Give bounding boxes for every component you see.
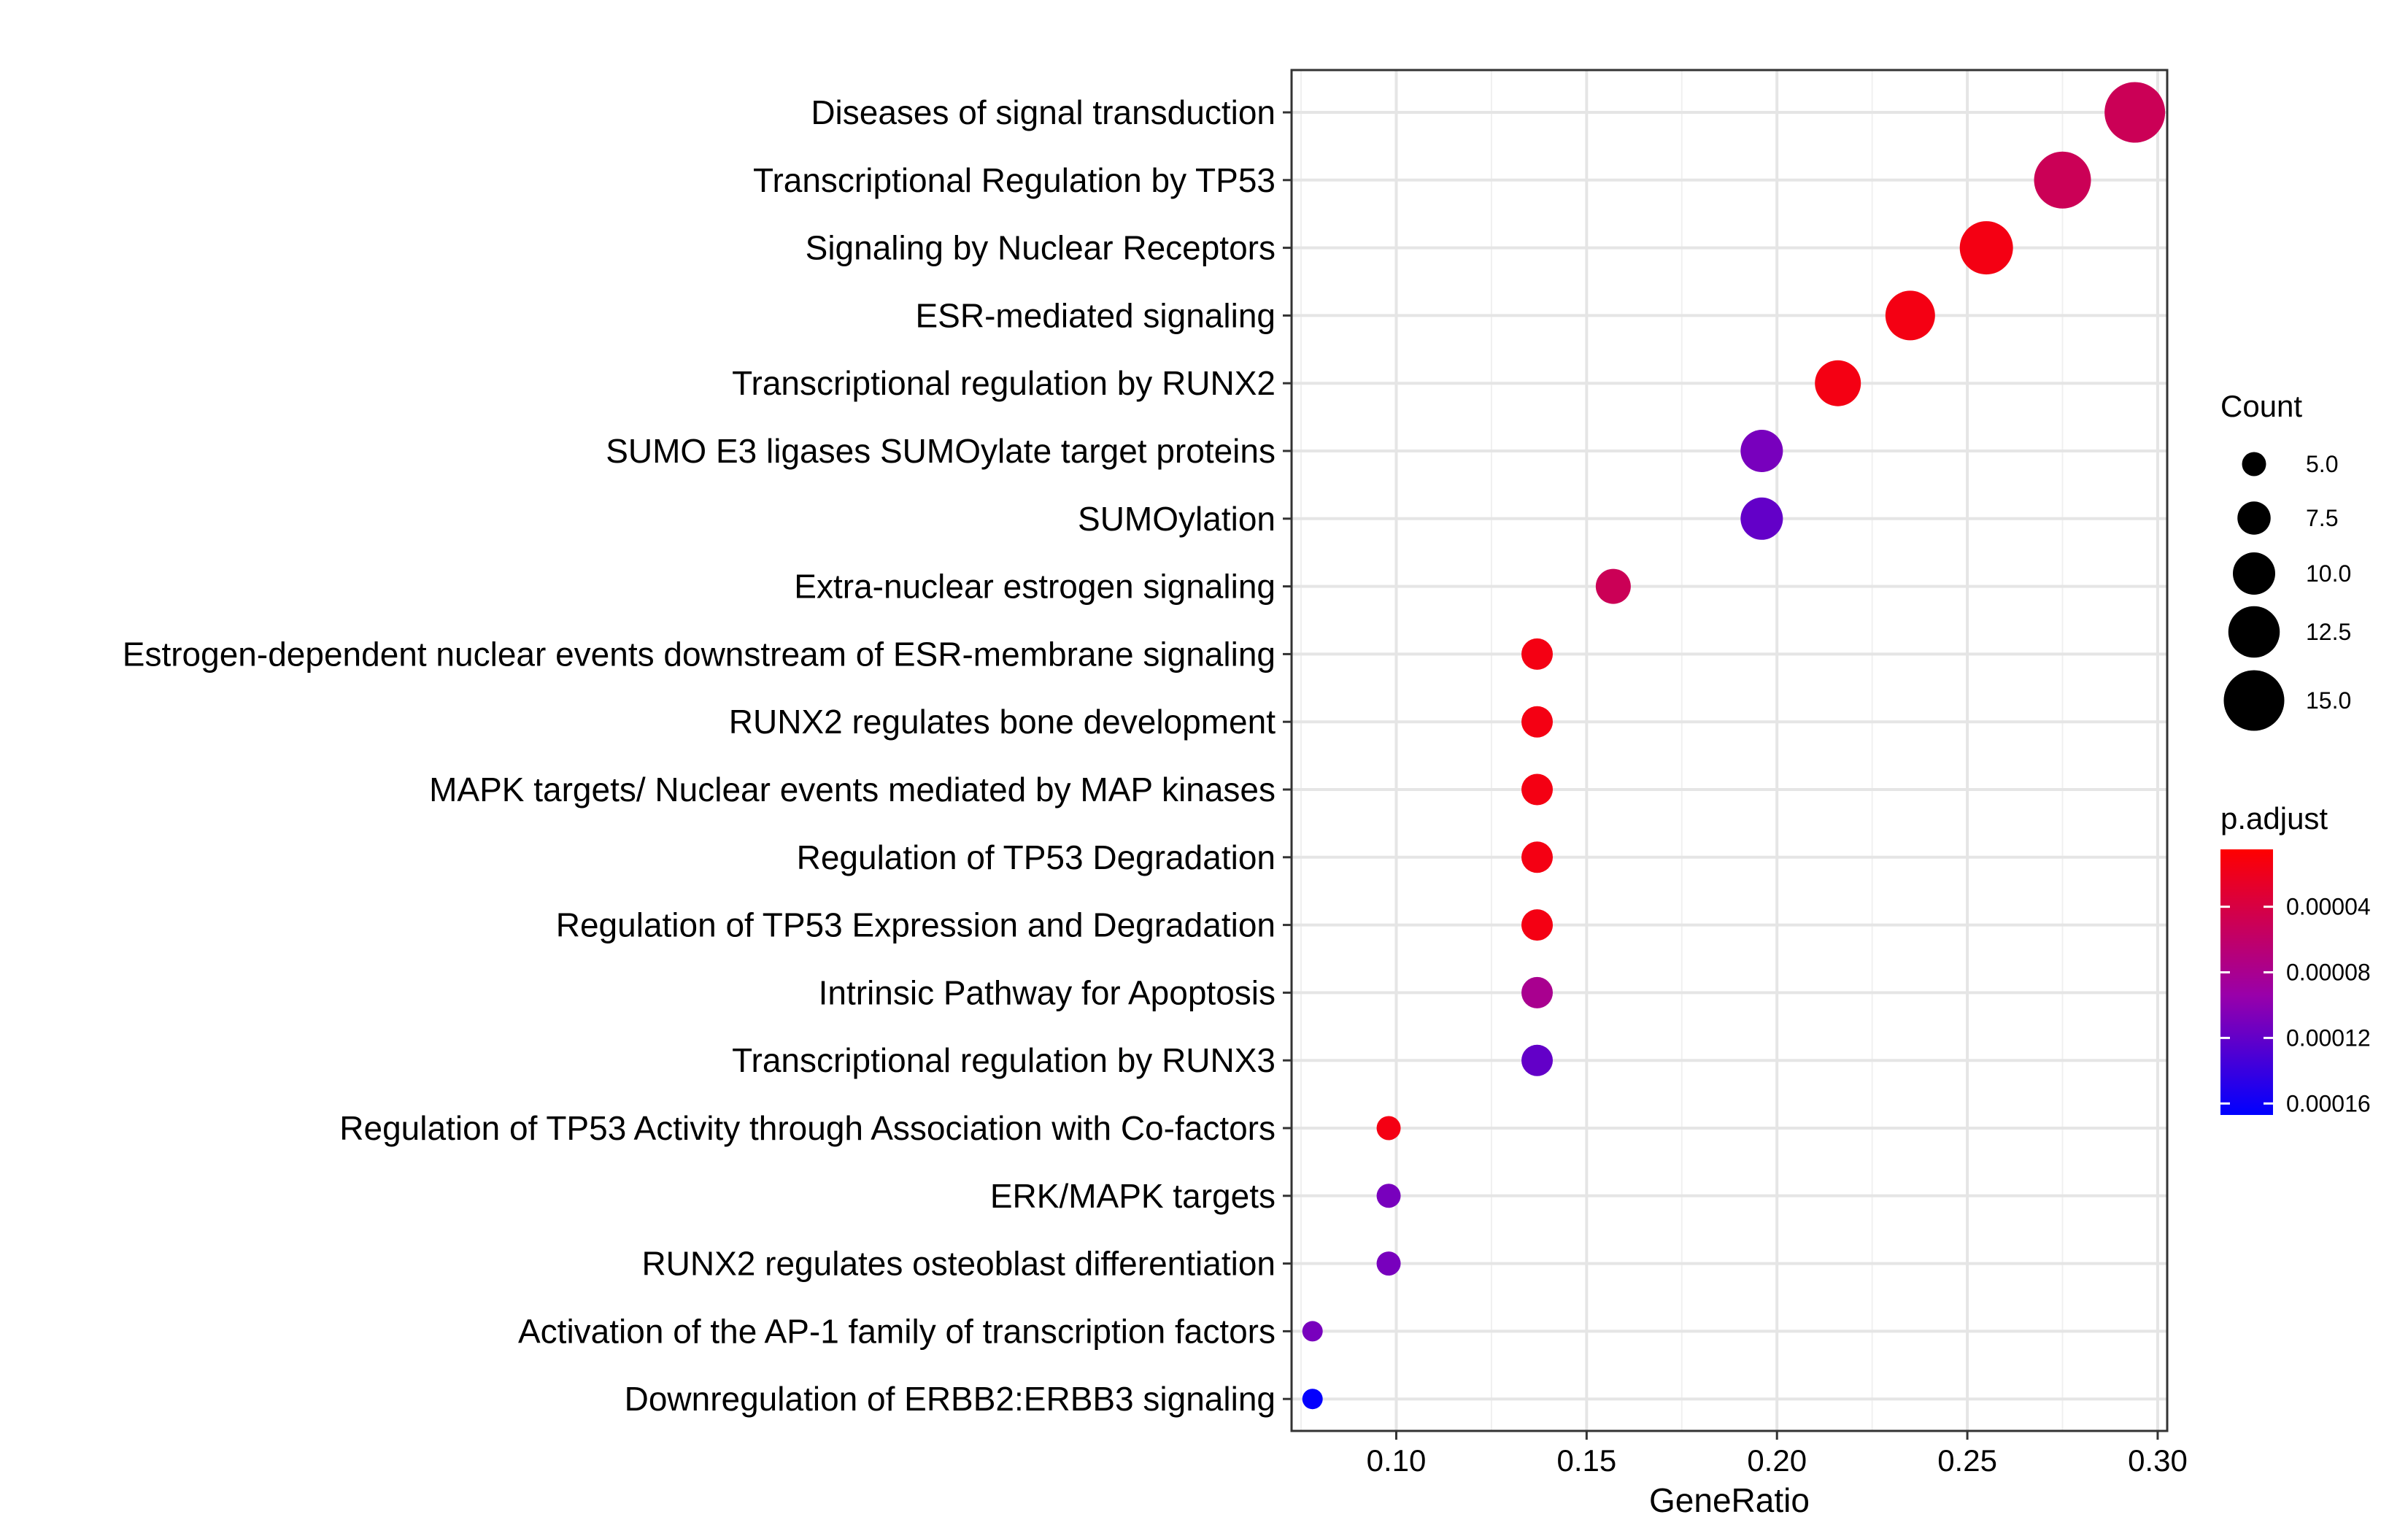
count-legend-label: 10.0 [2306, 560, 2351, 587]
x-tick-label: 0.15 [1556, 1443, 1616, 1478]
count-legend-label: 12.5 [2306, 619, 2351, 645]
p-adjust-colorbar [2220, 849, 2273, 1115]
data-point [1521, 638, 1554, 670]
p-adjust-legend-label: 0.00012 [2286, 1024, 2371, 1051]
x-tick-label: 0.30 [2128, 1443, 2188, 1478]
data-point [1959, 221, 2013, 275]
y-tick-label: Activation of the AP-1 family of transcr… [518, 1312, 1276, 1350]
count-legend-label: 7.5 [2306, 505, 2338, 531]
y-tick-label: RUNX2 regulates osteoblast differentiati… [641, 1245, 1276, 1283]
y-tick-label: Diseases of signal transduction [811, 93, 1276, 131]
data-point [1521, 841, 1554, 873]
y-tick-label: Transcriptional regulation by RUNX2 [732, 364, 1276, 402]
data-point [1815, 360, 1861, 406]
count-legend-key [2223, 670, 2285, 731]
y-tick-label: ERK/MAPK targets [990, 1177, 1276, 1215]
count-legend-label: 5.0 [2306, 451, 2338, 477]
x-axis: 0.10 0.15 0.20 0.25 0.30 [1367, 1431, 2188, 1478]
y-tick-label: Intrinsic Pathway for Apoptosis [819, 973, 1276, 1011]
data-point [1521, 976, 1554, 1008]
data-point [1302, 1389, 1323, 1410]
data-point [1595, 568, 1631, 604]
panel-border [1290, 69, 2169, 1432]
count-legend: Count 5.0 7.5 10.0 12.5 15.0 [2220, 389, 2351, 731]
x-tick-label: 0.25 [1937, 1443, 1997, 1478]
y-tick-label: MAPK targets/ Nuclear events mediated by… [429, 771, 1276, 808]
y-tick-label: Regulation of TP53 Expression and Degrad… [556, 906, 1276, 944]
y-tick-label: Regulation of TP53 Degradation [797, 838, 1276, 876]
count-legend-key [2237, 501, 2271, 535]
p-adjust-legend: p.adjust 0.00004 0.00008 0.00012 0.00016 [2220, 801, 2371, 1116]
y-tick-label: Downregulation of ERBB2:ERBB3 signaling [625, 1380, 1276, 1418]
count-legend-key [2233, 552, 2275, 595]
data-point [1521, 706, 1554, 738]
data-point [1521, 909, 1554, 941]
y-axis-labels: Diseases of signal transduction Transcrip… [123, 93, 1292, 1418]
count-legend-title: Count [2220, 389, 2302, 423]
y-tick-label: Regulation of TP53 Activity through Asso… [339, 1109, 1276, 1147]
p-adjust-legend-label: 0.00004 [2286, 894, 2371, 920]
data-point [1885, 290, 1935, 341]
data-point [1302, 1321, 1323, 1342]
data-point [1521, 1044, 1554, 1076]
y-tick-label: Transcriptional Regulation by TP53 [753, 161, 1276, 199]
p-adjust-legend-label: 0.00016 [2286, 1090, 2371, 1116]
count-legend-label: 15.0 [2306, 687, 2351, 714]
y-tick-label: ESR-mediated signaling [916, 296, 1276, 334]
y-tick-label: SUMO E3 ligases SUMOylate target protein… [606, 432, 1276, 470]
data-point [1521, 773, 1554, 806]
x-tick-label: 0.10 [1367, 1443, 1427, 1478]
x-tick-label: 0.20 [1747, 1443, 1807, 1478]
data-point [1740, 430, 1783, 472]
data-point [1740, 497, 1783, 540]
data-point [1376, 1251, 1401, 1276]
p-adjust-legend-label: 0.00008 [2286, 960, 2371, 986]
y-tick-label: Estrogen-dependent nuclear events downst… [123, 635, 1276, 673]
count-legend-key [2228, 606, 2280, 658]
data-points [1302, 82, 2166, 1410]
y-tick-label: SUMOylation [1078, 500, 1276, 538]
grid [1292, 70, 2167, 1431]
y-tick-label: Signaling by Nuclear Receptors [806, 229, 1276, 267]
data-point [2104, 82, 2166, 143]
y-tick-label: RUNX2 regulates bone development [729, 703, 1276, 741]
data-point [1376, 1116, 1401, 1141]
y-tick-label: Transcriptional regulation by RUNX3 [732, 1041, 1276, 1079]
data-point [2034, 151, 2091, 209]
x-axis-title: GeneRatio [1649, 1481, 1810, 1519]
data-point [1376, 1184, 1401, 1208]
count-legend-key [2242, 452, 2266, 476]
y-tick-label: Extra-nuclear estrogen signaling [794, 568, 1276, 606]
p-adjust-legend-title: p.adjust [2220, 801, 2328, 835]
